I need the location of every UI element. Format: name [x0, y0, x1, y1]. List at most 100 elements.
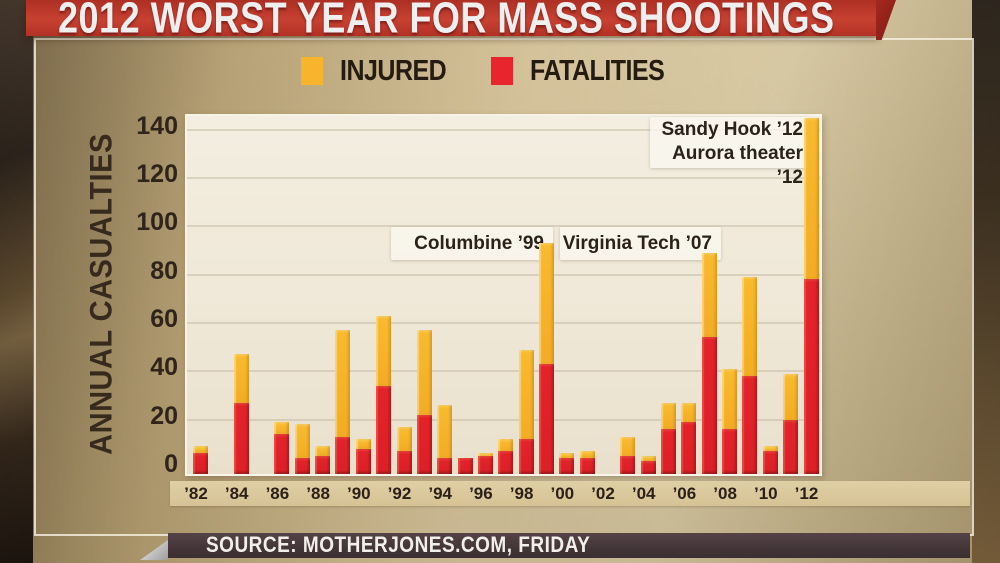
bar-1991-fatalities	[376, 385, 392, 474]
gridline-120	[187, 176, 820, 179]
bar-2003-fatalities	[620, 455, 636, 474]
bar-1995-fatalities	[457, 458, 473, 474]
left-wood-edge	[0, 0, 33, 563]
bar-1987-injured	[294, 424, 310, 459]
callout-sandy-hook: Sandy Hook ’12	[661, 119, 804, 140]
plot-area: Columbine ’99 Virginia Tech ’07 Sandy Ho…	[185, 114, 822, 476]
gridline-140	[187, 128, 820, 131]
x-tick-02: ’02	[591, 484, 615, 503]
bar-2004-injured	[640, 455, 656, 461]
bar-1989-fatalities	[335, 436, 351, 474]
callout-virginia-tech: Virginia Tech ’07	[560, 227, 721, 260]
bar-2000-fatalities	[559, 458, 575, 474]
bar-1992-injured	[396, 426, 412, 452]
bar-1998-fatalities	[518, 438, 534, 474]
callout-aurora-theater: Aurora theater ’12	[672, 143, 803, 188]
x-tick-08: ’08	[713, 484, 737, 503]
callout-columbine: Columbine ’99	[391, 227, 553, 260]
bar-1996-fatalities	[477, 455, 493, 474]
bar-1990-fatalities	[355, 448, 371, 474]
y-tick-140: 140	[136, 111, 178, 140]
bar-1986-fatalities	[274, 434, 290, 474]
bar-2003-injured	[620, 436, 636, 456]
bar-1984-fatalities	[233, 402, 249, 474]
bar-1989-injured	[335, 330, 351, 437]
legend-label-fatalities: FATALITIES	[530, 54, 665, 88]
headline-title: 2012 WORST YEAR FOR MASS SHOOTINGS	[58, 0, 835, 43]
bar-2011-fatalities	[783, 419, 799, 474]
x-tick-82: ’82	[184, 484, 208, 503]
y-tick-0: 0	[164, 450, 178, 478]
x-tick-94: ’94	[428, 484, 452, 503]
bar-2011-injured	[783, 373, 799, 420]
bar-2007-fatalities	[701, 337, 717, 474]
bar-2008-injured	[722, 368, 738, 430]
gridline-100	[187, 225, 820, 228]
bar-1997-fatalities	[498, 451, 514, 474]
bar-1997-injured	[498, 438, 514, 452]
bar-1984-injured	[233, 354, 249, 403]
x-tick-90: ’90	[346, 484, 371, 503]
bar-1994-fatalities	[437, 458, 453, 474]
bar-2006-fatalities	[681, 422, 697, 474]
x-tick-10: ’10	[753, 484, 778, 503]
bar-2012-injured	[803, 117, 819, 280]
x-tick-86: ’86	[265, 484, 290, 503]
y-tick-20: 20	[150, 401, 178, 430]
bar-2010-fatalities	[762, 451, 778, 474]
bar-2007-injured	[701, 252, 717, 338]
bar-2001-fatalities	[579, 458, 595, 474]
x-tick-12: ’12	[794, 484, 819, 503]
bar-1999-fatalities	[538, 364, 554, 474]
bar-2004-fatalities	[640, 460, 656, 474]
right-wood-edge	[972, 0, 1000, 563]
source-bar: SOURCE: MOTHERJONES.COM, FRIDAY	[168, 533, 970, 558]
bar-1986-injured	[274, 422, 290, 435]
bar-1993-injured	[416, 330, 432, 415]
bar-2000-injured	[559, 453, 575, 459]
legend-label-injured: INJURED	[340, 54, 447, 88]
bar-1996-injured	[477, 453, 493, 456]
callout-2012-events: Sandy Hook ’12 Aurora theater ’12	[650, 117, 810, 188]
x-tick-98: ’98	[509, 484, 534, 503]
bar-2009-fatalities	[742, 376, 758, 474]
bar-1982-fatalities	[193, 453, 208, 474]
source-bar-fold	[140, 540, 168, 560]
y-tick-60: 60	[150, 304, 178, 333]
x-tick-04: ’04	[631, 484, 656, 503]
gridline-60	[187, 321, 820, 324]
bar-1990-injured	[355, 438, 371, 449]
bar-1991-injured	[376, 315, 392, 386]
x-tick-96: ’96	[469, 484, 493, 503]
bar-2009-injured	[742, 277, 758, 377]
gridline-80	[187, 273, 820, 276]
bar-2012-fatalities	[803, 279, 819, 474]
x-tick-06: ’06	[672, 484, 697, 503]
gridline-40	[187, 370, 820, 373]
bar-1992-fatalities	[396, 451, 412, 474]
y-tick-120: 120	[136, 159, 178, 188]
x-tick-84: ’84	[224, 484, 249, 503]
x-tick-92: ’92	[387, 484, 412, 503]
bar-1998-injured	[518, 349, 534, 439]
y-tick-80: 80	[150, 256, 178, 285]
bar-1987-fatalities	[294, 458, 310, 474]
bar-2001-injured	[579, 451, 595, 459]
y-tick-100: 100	[136, 208, 178, 237]
bar-1993-fatalities	[416, 414, 432, 474]
bar-2006-injured	[681, 402, 697, 423]
bar-2010-injured	[762, 446, 778, 452]
y-tick-40: 40	[150, 353, 178, 382]
bar-1982-injured	[193, 446, 208, 454]
x-tick-00: ’00	[550, 484, 575, 503]
legend-swatch-fatalities	[491, 57, 513, 85]
gridline-20	[187, 418, 820, 421]
legend-swatch-injured	[301, 57, 323, 85]
source-text: SOURCE: MOTHERJONES.COM, FRIDAY	[206, 533, 591, 558]
bar-1999-injured	[538, 243, 554, 365]
headline-banner: 2012 WORST YEAR FOR MASS SHOOTINGS	[26, 0, 878, 42]
x-tick-88: ’88	[306, 484, 330, 503]
bar-2008-fatalities	[722, 429, 738, 474]
bar-1988-fatalities	[315, 455, 331, 474]
